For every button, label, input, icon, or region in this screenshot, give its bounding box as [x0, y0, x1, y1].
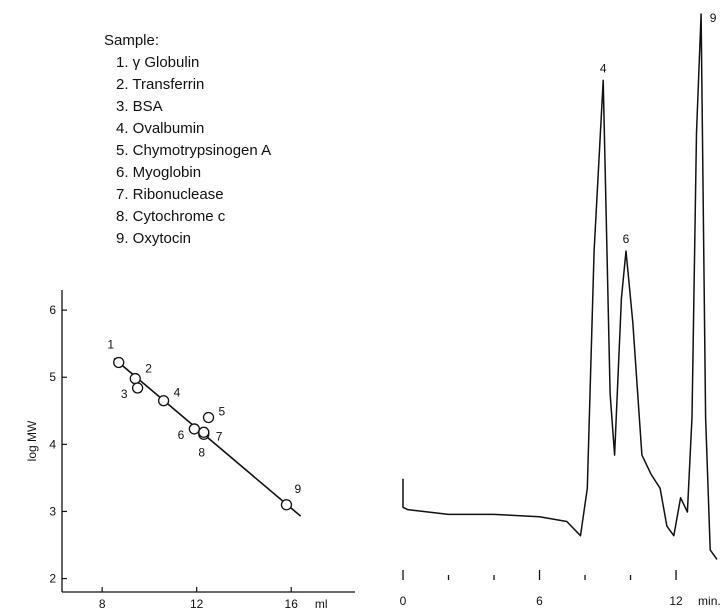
x-axis-label: ml	[315, 597, 328, 611]
legend-item-7: 7. Ribonuclease	[116, 186, 224, 203]
point-label-3: 3	[121, 387, 128, 401]
y-tick-label: 2	[49, 572, 56, 586]
legend-item-5: 5. Chymotrypsinogen A	[116, 142, 272, 159]
peak-label-9: 9	[710, 11, 717, 25]
data-point-2	[129, 372, 141, 385]
legend-title: Sample:	[104, 32, 160, 49]
chrom-x-tick-label: 12	[669, 594, 683, 608]
x-tick-label: 12	[190, 597, 204, 611]
y-tick-label: 4	[49, 437, 56, 451]
legend-item-9: 9. Oxytocin	[116, 230, 192, 247]
x-tick-label: 8	[99, 597, 106, 611]
y-tick-label: 5	[49, 370, 56, 384]
point-label-7: 7	[216, 429, 223, 443]
point-label-4: 4	[174, 386, 181, 400]
data-point-8	[198, 426, 210, 438]
point-label-8: 8	[198, 445, 205, 459]
point-label-5: 5	[219, 405, 226, 419]
chrom-x-axis-label: min.	[698, 594, 721, 608]
point-label-1: 1	[107, 337, 114, 351]
chrom-x-tick-label: 6	[536, 594, 543, 608]
point-label-6: 6	[178, 428, 185, 442]
data-point-5	[202, 411, 215, 424]
y-axis-label: log MW	[25, 420, 39, 461]
chrom-x-tick-label: 0	[400, 594, 407, 608]
chromatogram-plot: 4 6 9 0 6 12 min.	[400, 11, 721, 608]
point-label-9: 9	[294, 482, 301, 496]
legend-item-2: 2. Transferrin	[116, 76, 205, 93]
peak-label-6: 6	[623, 232, 630, 246]
data-point-9	[280, 499, 293, 511]
legend-item-6: 6. Myoglobin	[116, 164, 202, 181]
data-point-6	[188, 423, 200, 435]
data-point-4	[157, 395, 170, 407]
legend-item-4: 4. Ovalbumin	[116, 120, 205, 137]
x-tick-label: 16	[285, 597, 299, 611]
y-tick-label: 3	[49, 504, 56, 518]
data-point-1	[113, 356, 125, 369]
y-tick-label: 6	[49, 303, 56, 317]
legend-item-8: 8. Cytochrome c	[116, 208, 226, 225]
data-point-3	[131, 382, 144, 394]
sample-legend: Sample: 1. γ Globulin 2. Transferrin 3. …	[104, 30, 271, 250]
legend-item-1: 1. γ Globulin	[116, 54, 200, 71]
peak-label-4: 4	[600, 61, 607, 75]
point-label-2: 2	[145, 362, 152, 376]
legend-item-3: 3. BSA	[116, 98, 163, 115]
chromatogram-trace	[402, 13, 718, 560]
